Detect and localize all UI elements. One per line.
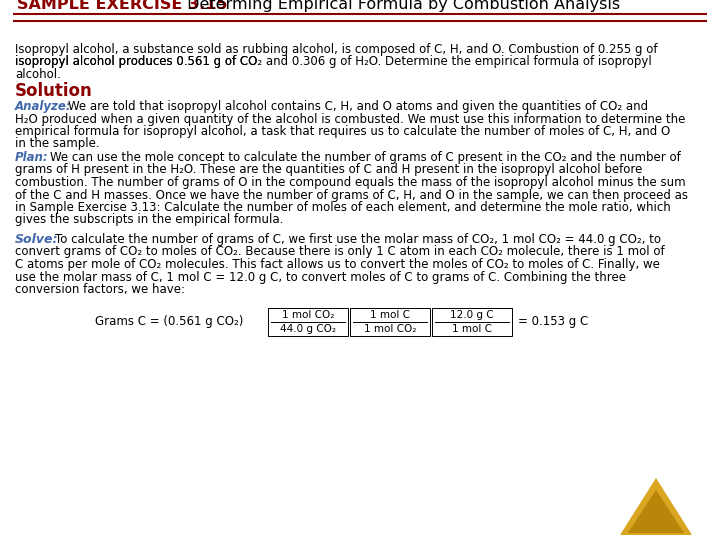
Text: Analyze:: Analyze: bbox=[15, 100, 71, 113]
Text: in Sample Exercise 3.13: Calculate the number of moles of each element, and dete: in Sample Exercise 3.13: Calculate the n… bbox=[15, 201, 671, 214]
Text: To calculate the number of grams of C, we first use the molar mass of CO₂, 1 mol: To calculate the number of grams of C, w… bbox=[55, 233, 661, 246]
Text: use the molar mass of C, 1 mol C = 12.0 g C, to convert moles of C to grams of C: use the molar mass of C, 1 mol C = 12.0 … bbox=[15, 271, 626, 284]
Text: convert grams of CO₂ to moles of CO₂. Because there is only 1 C atom in each CO₂: convert grams of CO₂ to moles of CO₂. Be… bbox=[15, 246, 665, 259]
Text: 1 mol C: 1 mol C bbox=[370, 309, 410, 320]
Text: gives the subscripts in the empirical formula.: gives the subscripts in the empirical fo… bbox=[15, 213, 284, 226]
Text: = 0.153 g C: = 0.153 g C bbox=[518, 315, 588, 328]
Text: combustion. The number of grams of O in the compound equals the mass of the isop: combustion. The number of grams of O in … bbox=[15, 176, 685, 189]
Text: 1 mol C: 1 mol C bbox=[452, 323, 492, 334]
Bar bbox=[432, 307, 512, 335]
Text: alcohol.: alcohol. bbox=[15, 68, 61, 81]
Text: isopropyl alcohol produces 0.561 g of CO: isopropyl alcohol produces 0.561 g of CO bbox=[15, 56, 257, 69]
Text: isopropyl alcohol produces 0.561 g of CO₂ and 0.306 g of H₂O. Determine the empi: isopropyl alcohol produces 0.561 g of CO… bbox=[15, 56, 652, 69]
Text: empirical formula for isopropyl alcohol, a task that requires us to calculate th: empirical formula for isopropyl alcohol,… bbox=[15, 125, 670, 138]
Text: conversion factors, we have:: conversion factors, we have: bbox=[15, 283, 185, 296]
Text: 1 mol CO₂: 1 mol CO₂ bbox=[364, 323, 416, 334]
Text: 44.0 g CO₂: 44.0 g CO₂ bbox=[280, 323, 336, 334]
Text: 12.0 g C: 12.0 g C bbox=[450, 309, 494, 320]
Text: We are told that isopropyl alcohol contains C, H, and O atoms and given the quan: We are told that isopropyl alcohol conta… bbox=[68, 100, 648, 113]
Text: grams of H present in the H₂O. These are the quantities of C and H present in th: grams of H present in the H₂O. These are… bbox=[15, 164, 642, 177]
Text: Grams C = (0.561 g CO₂): Grams C = (0.561 g CO₂) bbox=[95, 315, 243, 328]
Text: We can use the mole concept to calculate the number of grams of C present in the: We can use the mole concept to calculate… bbox=[50, 151, 680, 164]
Text: Solution: Solution bbox=[15, 83, 93, 100]
Text: Isopropyl alcohol, a substance sold as rubbing alcohol, is composed of C, H, and: Isopropyl alcohol, a substance sold as r… bbox=[15, 43, 657, 56]
Polygon shape bbox=[628, 490, 684, 533]
Bar bbox=[350, 307, 430, 335]
Text: Determing Empirical Formula by Combustion Analysis: Determing Empirical Formula by Combustio… bbox=[182, 0, 620, 12]
Text: C atoms per mole of CO₂ molecules. This fact allows us to convert the moles of C: C atoms per mole of CO₂ molecules. This … bbox=[15, 258, 660, 271]
Text: 1 mol CO₂: 1 mol CO₂ bbox=[282, 309, 334, 320]
Text: in the sample.: in the sample. bbox=[15, 138, 99, 151]
Text: Plan:: Plan: bbox=[15, 151, 49, 164]
Bar bbox=[268, 307, 348, 335]
Text: SAMPLE EXERCISE 3.15: SAMPLE EXERCISE 3.15 bbox=[17, 0, 228, 12]
Text: H₂O produced when a given quantity of the alcohol is combusted. We must use this: H₂O produced when a given quantity of th… bbox=[15, 112, 685, 125]
Text: of the C and H masses. Once we have the number of grams of C, H, and O in the sa: of the C and H masses. Once we have the … bbox=[15, 188, 688, 201]
Polygon shape bbox=[620, 478, 692, 535]
Text: Solve:: Solve: bbox=[15, 233, 58, 246]
